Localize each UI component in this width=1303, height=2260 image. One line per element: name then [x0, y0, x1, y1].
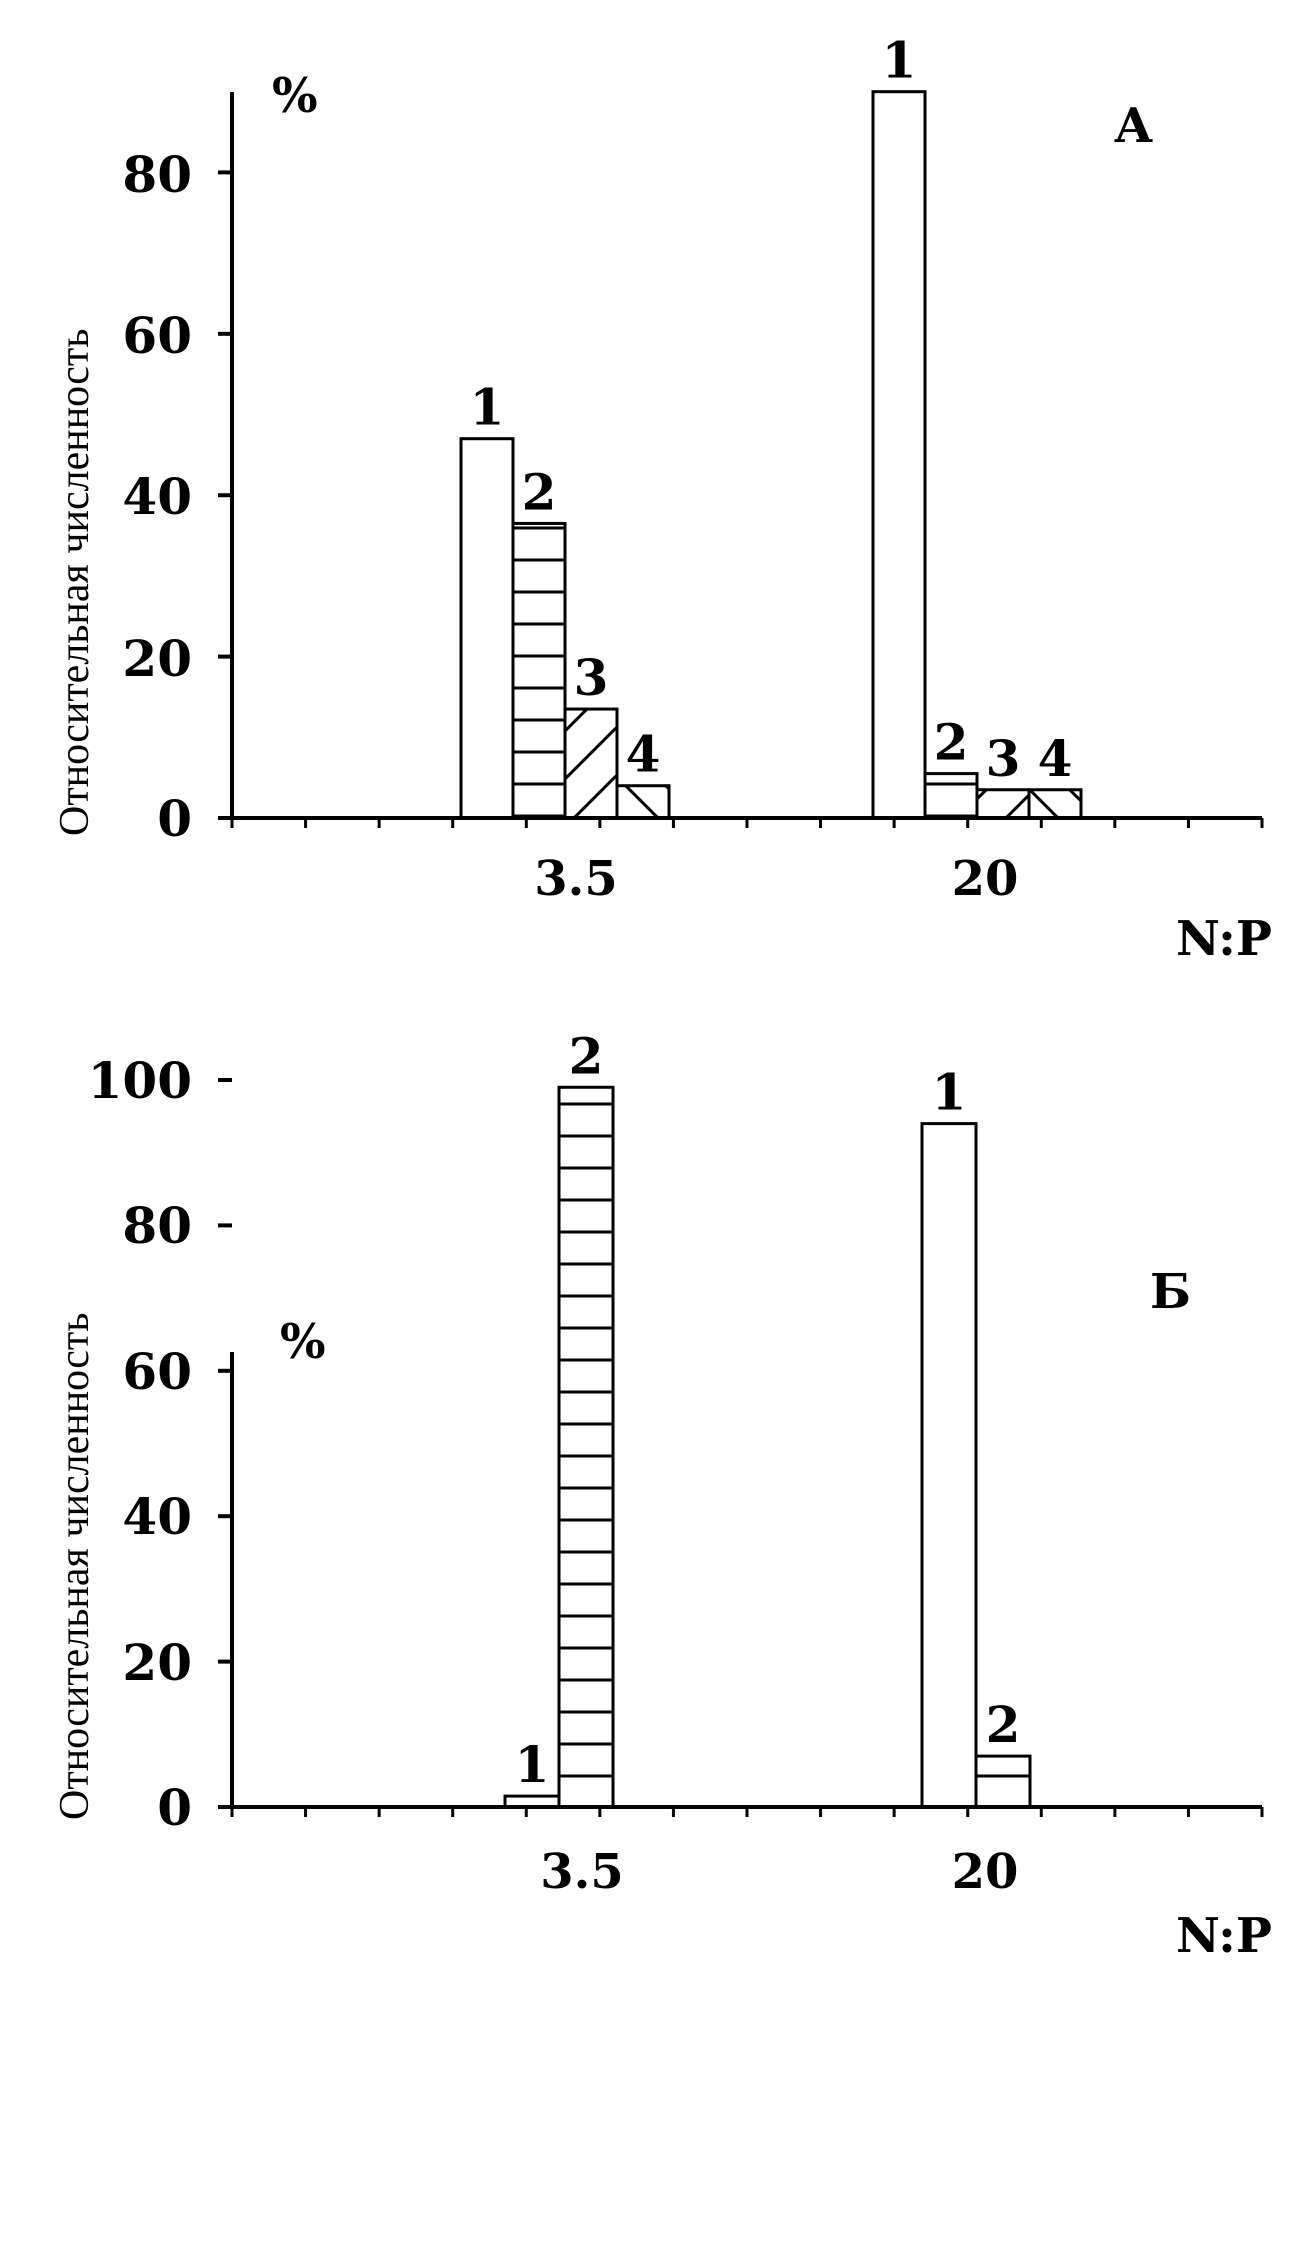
panel-b-bar-labels: 1 2 1 2 [515, 1026, 1021, 1794]
panel-a-bar-label-20-series-1: 1 [882, 31, 917, 90]
panel-a-ticks [218, 170, 1264, 828]
panel-b-ytick-0: 0 [157, 1778, 192, 1837]
panel-b-y-tick-labels: 0 20 40 60 80 100 [88, 1051, 192, 1837]
panel-b-bar-label-3-5-series-1: 1 [515, 1735, 550, 1794]
panel-a-x-axis-label: N:P [1176, 911, 1272, 967]
panel-b-ytick-60: 60 [122, 1342, 192, 1401]
panel-a-y-tick-labels: 0 20 40 60 80 [122, 145, 192, 848]
panel-a-ytick-0: 0 [157, 789, 192, 848]
panel-b-panel-label: Б [1150, 1264, 1191, 1320]
panel-a-panel-label: А [1114, 98, 1153, 154]
panel-b-bar-20-series-2 [974, 1754, 1032, 1809]
panel-a-bar-20-series-3 [975, 788, 1031, 820]
panel-a-x-category-3-5: 3.5 [534, 851, 618, 907]
panel-a-ytick-40: 40 [122, 467, 192, 526]
panel-b-y-unit: % [280, 1314, 326, 1370]
panel-a-y-unit: % [272, 68, 318, 124]
panel-a-bar-3-5-series-1 [459, 437, 515, 820]
panel-a-x-category-20: 20 [952, 851, 1019, 907]
panel-a-bar-3-5-series-2 [511, 521, 567, 820]
panel-a-bars [459, 90, 1083, 820]
panel-b-x-category-20: 20 [952, 1844, 1019, 1900]
panel-a-bar-label-20-series-3: 3 [986, 729, 1021, 788]
panel-b-bars [503, 1085, 1032, 1809]
panel-b-bar-label-3-5-series-2: 2 [569, 1026, 604, 1085]
panel-b-bar-20-series-1 [920, 1122, 978, 1809]
panel-a-y-axis-label: Относительная численность [52, 329, 98, 836]
panel-b-bar-label-20-series-2: 2 [986, 1695, 1021, 1754]
panel-a-bar-20-series-2 [923, 772, 979, 820]
panel-a-ytick-60: 60 [122, 306, 192, 365]
panel-a-bar-label-3-5-series-4: 4 [626, 725, 661, 784]
panel-a-bar-label-3-5-series-1: 1 [470, 378, 505, 437]
panel-b-ytick-80: 80 [122, 1196, 192, 1255]
panel-b-bar-3-5-series-2 [557, 1085, 615, 1809]
panel-a: 0 20 40 60 80 % Относительная численност… [52, 31, 1272, 967]
panel-a-bar-20-series-1 [871, 90, 927, 820]
panel-a-bar-3-5-series-4 [615, 784, 671, 820]
panel-a-bar-20-series-4 [1027, 788, 1083, 820]
panel-b-x-axis-label: N:P [1176, 1908, 1272, 1964]
panel-b-ytick-20: 20 [122, 1633, 192, 1692]
panel-a-bar-3-5-series-3 [563, 707, 619, 820]
panel-a-ytick-20: 20 [122, 629, 192, 688]
panel-a-bar-label-3-5-series-2: 2 [522, 462, 557, 521]
panel-b-x-category-3-5: 3.5 [540, 1844, 624, 1900]
panel-b-ticks [218, 1078, 1264, 1817]
panel-b-ytick-40: 40 [122, 1487, 192, 1546]
panel-b: 0 20 40 60 80 100 % Относительная числен… [52, 1026, 1272, 1964]
panel-b-y-axis-label: Относительная численность [52, 1313, 98, 1820]
panel-a-bar-label-3-5-series-3: 3 [574, 648, 609, 707]
panel-b-ytick-100: 100 [88, 1051, 192, 1110]
panel-a-bar-label-20-series-4: 4 [1038, 729, 1073, 788]
panel-a-ytick-80: 80 [122, 145, 192, 204]
panel-b-bar-label-20-series-1: 1 [932, 1063, 967, 1122]
panel-a-bar-label-20-series-2: 2 [934, 713, 969, 772]
